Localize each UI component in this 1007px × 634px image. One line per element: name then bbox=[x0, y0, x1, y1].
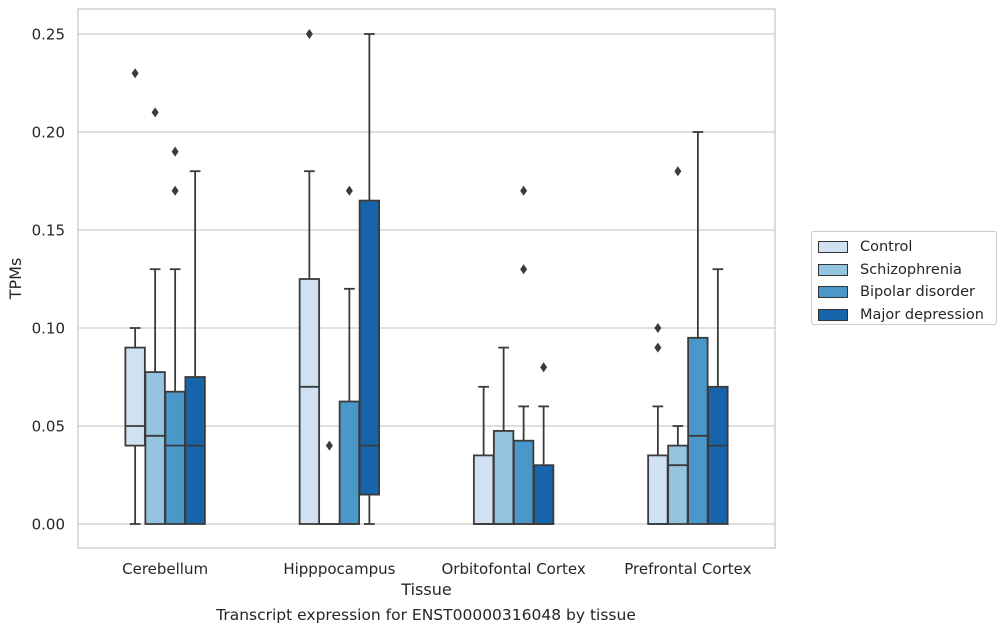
box bbox=[707, 385, 729, 525]
outlier-point bbox=[540, 362, 548, 373]
y-tick-label: 0.10 bbox=[32, 320, 65, 338]
x-tick-label: Prefrontal Cortex bbox=[624, 560, 751, 578]
box bbox=[298, 278, 321, 525]
box bbox=[647, 454, 669, 525]
figure-caption: Transcript expression for ENST0000031604… bbox=[216, 606, 636, 624]
box bbox=[667, 444, 689, 525]
legend-label: Major depression bbox=[860, 306, 984, 323]
legend-label: Bipolar disorder bbox=[860, 284, 975, 301]
y-axis-label: TPMs bbox=[6, 258, 25, 301]
box bbox=[124, 346, 146, 447]
y-tick-label: 0.20 bbox=[32, 124, 65, 142]
outlier-point bbox=[131, 68, 139, 79]
box bbox=[184, 376, 206, 525]
legend-item: Control bbox=[818, 236, 996, 259]
outlier-point bbox=[151, 107, 159, 118]
y-tick-label: 0.15 bbox=[32, 222, 65, 240]
box bbox=[512, 439, 535, 525]
outlier-point bbox=[345, 185, 353, 196]
legend-item: Major depression bbox=[818, 304, 996, 327]
legend-item: Schizophrenia bbox=[818, 259, 996, 282]
legend-label: Control bbox=[860, 239, 913, 256]
box bbox=[144, 371, 166, 525]
legend-swatch bbox=[818, 286, 848, 299]
outlier-point bbox=[305, 29, 313, 39]
legend: Control Schizophrenia Bipolar disorder M… bbox=[811, 231, 997, 325]
box bbox=[472, 454, 495, 525]
x-axis-label: Tissue bbox=[400, 580, 451, 599]
legend-swatch bbox=[818, 241, 848, 254]
outlier-point bbox=[654, 342, 662, 353]
legend-item: Bipolar disorder bbox=[818, 281, 996, 304]
outlier-point bbox=[171, 185, 179, 196]
legend-swatch bbox=[818, 263, 848, 276]
box bbox=[164, 390, 186, 525]
outlier-point bbox=[674, 166, 682, 177]
box bbox=[687, 336, 709, 525]
outlier-point bbox=[171, 146, 179, 157]
box bbox=[532, 464, 555, 525]
box bbox=[358, 199, 381, 496]
legend-swatch bbox=[818, 308, 848, 321]
plot-frame bbox=[77, 8, 776, 549]
outlier-point bbox=[325, 440, 333, 451]
legend-label: Schizophrenia bbox=[860, 261, 962, 278]
outlier-point bbox=[520, 185, 528, 196]
x-tick-label: Cerebellum bbox=[122, 560, 208, 578]
y-tick-label: 0.05 bbox=[32, 418, 65, 436]
y-tick-label: 0.00 bbox=[32, 516, 65, 534]
box bbox=[338, 400, 361, 525]
box bbox=[492, 429, 515, 525]
x-tick-label: Hipppocampus bbox=[283, 560, 395, 578]
outlier-point bbox=[520, 264, 528, 275]
y-tick-label: 0.25 bbox=[32, 26, 65, 44]
outlier-point bbox=[654, 323, 662, 333]
x-tick-label: Orbitofontal Cortex bbox=[442, 560, 586, 578]
